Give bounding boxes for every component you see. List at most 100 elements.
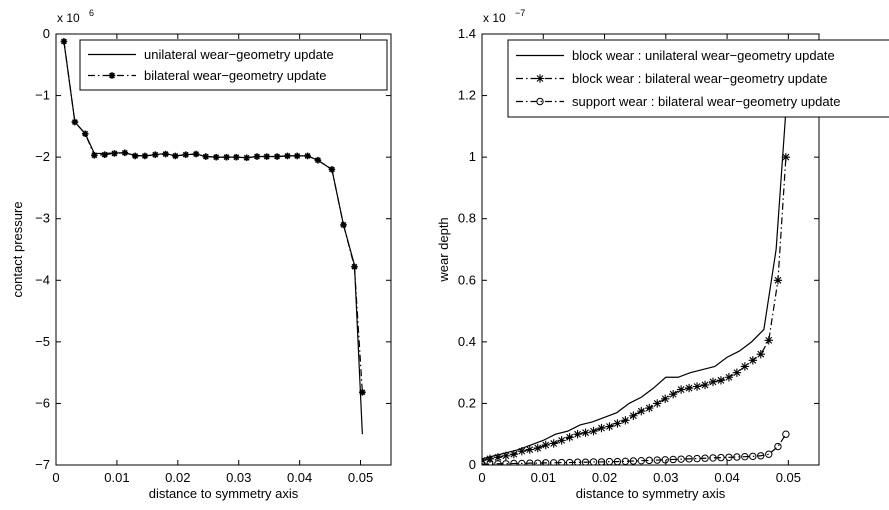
data-point xyxy=(621,457,630,465)
y-tick-label: 1.4 xyxy=(458,26,476,41)
data-point xyxy=(732,368,742,377)
x-tick-label: 0.04 xyxy=(714,470,739,485)
legend-entry: block wear : unilateral wear−geometry up… xyxy=(572,48,835,63)
data-point xyxy=(293,152,301,160)
series-line-2 xyxy=(482,433,787,465)
data-point xyxy=(509,450,519,459)
data-point xyxy=(725,453,733,462)
x-axis-label: distance to symmetry axis xyxy=(576,486,726,501)
y-tick-label: −1 xyxy=(35,88,50,103)
data-point xyxy=(661,394,670,404)
legend-entry: bilateral wear−geometry update xyxy=(144,68,326,83)
plot-area xyxy=(55,33,392,466)
y-tick-label: −3 xyxy=(35,211,50,226)
y-tick-label: −2 xyxy=(35,149,50,164)
data-point xyxy=(212,153,220,161)
x-tick-label: 0 xyxy=(52,470,59,485)
data-point xyxy=(782,430,790,438)
series-line-0 xyxy=(482,49,791,460)
wear-depth-chart: 0 0.01 0.02 0.03 0.04 0.05 0 0.2 0.4 0.6 0.8 1 1.2 1.… xyxy=(436,8,889,501)
legend-entry: support wear : bilateral wear−geometry u… xyxy=(572,94,840,109)
data-point xyxy=(565,433,574,442)
data-point xyxy=(589,426,598,436)
x-tick-label: 0.03 xyxy=(653,470,678,485)
data-point xyxy=(629,411,638,420)
data-point xyxy=(493,453,503,462)
x-tick-label: 0.04 xyxy=(287,470,312,485)
x-tick-label: 0.05 xyxy=(348,470,373,485)
y-tick-label: 0.2 xyxy=(458,395,476,410)
data-point xyxy=(605,422,614,431)
data-point xyxy=(645,403,654,413)
y-tick-label: −4 xyxy=(35,272,50,287)
data-point xyxy=(526,459,534,465)
data-point xyxy=(223,153,230,161)
data-point xyxy=(284,152,291,160)
data-point xyxy=(781,152,791,162)
data-point xyxy=(676,385,686,394)
data-point xyxy=(613,419,622,428)
data-point xyxy=(669,455,677,464)
data-point xyxy=(684,383,694,393)
data-point xyxy=(101,151,109,158)
legend-box xyxy=(507,39,889,118)
series-group xyxy=(60,38,366,435)
data-point xyxy=(359,389,366,396)
data-point xyxy=(661,456,669,464)
x-tick-label: 0.02 xyxy=(165,470,190,485)
data-point xyxy=(740,362,750,371)
data-point xyxy=(716,376,726,385)
data-point xyxy=(485,454,495,464)
legend-entry: block wear : bilateral wear−geometry upd… xyxy=(572,71,827,86)
y-tick-label: 1 xyxy=(469,149,476,164)
data-point xyxy=(717,453,725,462)
x-tick-label: 0.05 xyxy=(776,470,801,485)
data-point xyxy=(202,153,210,160)
data-point xyxy=(700,380,710,390)
legend-entry: unilateral wear−geometry update xyxy=(144,47,334,62)
x-tick-label: 0.03 xyxy=(226,470,251,485)
y-tick-label: 0 xyxy=(469,457,476,472)
data-point xyxy=(541,440,550,450)
data-point xyxy=(589,458,598,465)
data-point xyxy=(494,460,502,465)
data-point xyxy=(172,152,179,160)
data-point xyxy=(273,153,281,160)
axis-exponent-power: −7 xyxy=(515,8,525,18)
data-point xyxy=(549,459,558,465)
x-tick-label: 0.01 xyxy=(531,470,556,485)
data-point xyxy=(482,460,486,465)
data-point xyxy=(131,152,139,160)
data-point xyxy=(581,458,590,465)
data-point xyxy=(741,452,749,461)
data-point xyxy=(653,456,661,464)
data-point xyxy=(557,458,566,465)
data-point xyxy=(621,416,630,425)
data-point xyxy=(677,455,685,463)
y-axis-label: contact pressure xyxy=(10,201,25,297)
data-point xyxy=(314,156,322,164)
data-point xyxy=(243,154,250,162)
y-tick-label: 0.8 xyxy=(458,211,476,226)
data-point xyxy=(534,459,542,465)
data-point xyxy=(701,454,709,462)
data-point xyxy=(637,456,646,465)
y-tick-label: 1.2 xyxy=(458,88,476,103)
data-point xyxy=(685,455,693,463)
data-point xyxy=(765,450,773,458)
y-tick-label: −7 xyxy=(35,457,50,472)
data-point xyxy=(232,153,240,161)
data-point xyxy=(597,458,606,465)
data-point xyxy=(605,457,614,465)
y-tick-label: −5 xyxy=(35,334,50,349)
x-axis-label: distance to symmetry axis xyxy=(149,486,299,501)
data-point xyxy=(111,150,118,157)
y-tick-label: 0 xyxy=(43,26,50,41)
legend-marker xyxy=(536,97,544,106)
legend-marker xyxy=(535,74,545,83)
axis-exponent: x 10 xyxy=(483,11,506,25)
data-point xyxy=(756,349,765,359)
y-tick-label: 0.6 xyxy=(458,272,476,287)
y-tick-label: −6 xyxy=(35,395,50,410)
